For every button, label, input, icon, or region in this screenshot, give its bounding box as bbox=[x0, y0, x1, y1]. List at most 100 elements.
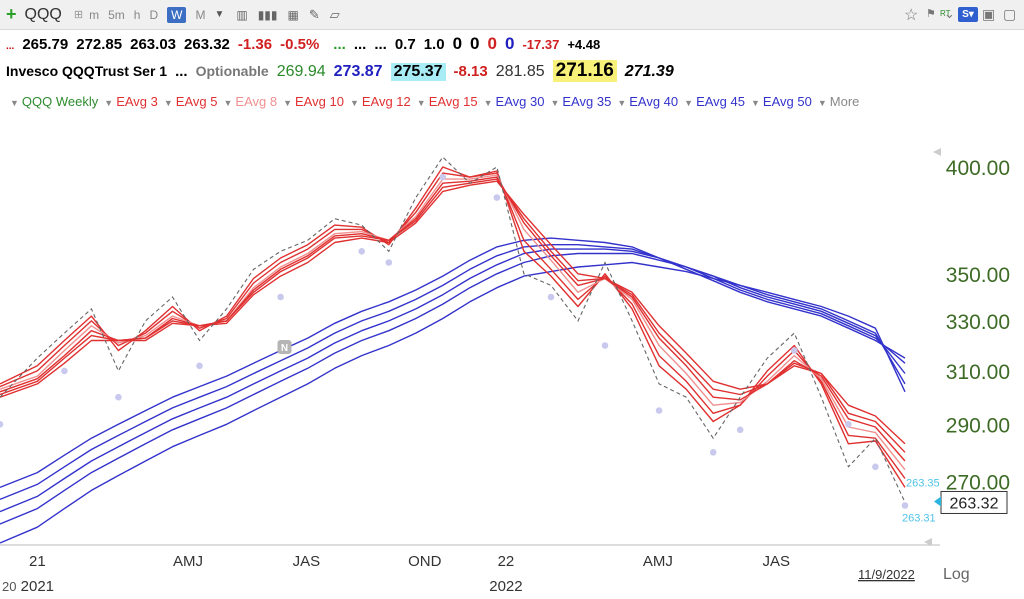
low-dot bbox=[872, 463, 879, 471]
low-dot bbox=[61, 367, 68, 375]
chart-type-icon[interactable]: ▥ bbox=[236, 7, 248, 22]
price-chart[interactable]: 400.00 350.00 330.00 310.00 290.00 270.00 21 A… bbox=[0, 118, 1024, 599]
save-icon[interactable]: ▣ bbox=[982, 6, 996, 22]
quote-f4: -8.13 bbox=[453, 63, 488, 80]
settings-badge-icon[interactable]: S▾ bbox=[958, 7, 978, 22]
legend-item-2[interactable]: ▼ EAvg 5 bbox=[164, 94, 218, 109]
interval-h[interactable]: h bbox=[133, 7, 141, 22]
legend-dropdown-icon[interactable]: ▼ bbox=[483, 97, 493, 108]
legend-dropdown-icon[interactable]: ▼ bbox=[550, 97, 560, 108]
low-dot bbox=[277, 293, 284, 301]
series-line-3 bbox=[0, 176, 906, 462]
legend-label: EAvg 10 bbox=[295, 93, 344, 109]
dropdown-arrow-icon[interactable]: ▼ bbox=[214, 9, 225, 20]
quote-v7: -17.37 bbox=[522, 37, 560, 52]
low-dot bbox=[439, 173, 447, 181]
legend-item-9[interactable]: ▼ EAvg 40 bbox=[617, 94, 678, 109]
quote-v2: 1.0 bbox=[423, 36, 445, 53]
legend-label: EAvg 5 bbox=[175, 93, 218, 109]
low-dot bbox=[655, 407, 663, 414]
legend-item-10[interactable]: ▼ EAvg 45 bbox=[684, 94, 745, 109]
legend-dropdown-icon[interactable]: ▼ bbox=[684, 97, 694, 108]
quote-change: -1.36 bbox=[237, 36, 273, 53]
interval-d[interactable]: D bbox=[149, 7, 159, 22]
interval-w[interactable]: W bbox=[167, 6, 187, 23]
bar-chart-icon[interactable]: ▮▮▮ bbox=[257, 7, 278, 22]
x-tick-label: AMJ bbox=[643, 553, 673, 570]
low-dot bbox=[791, 347, 798, 354]
legend-label: EAvg 35 bbox=[562, 93, 612, 109]
series-line-6 bbox=[0, 237, 906, 489]
quote-dots-4: ... bbox=[374, 36, 387, 53]
y-tick-label: 270.00 bbox=[946, 471, 1010, 494]
eraser-icon[interactable]: ▱ bbox=[329, 6, 340, 22]
low-dot bbox=[385, 259, 393, 266]
series-line-5 bbox=[0, 180, 906, 445]
event-marker-bg bbox=[277, 340, 292, 354]
interval-m[interactable]: m bbox=[89, 7, 100, 22]
grid-icon[interactable]: ⊞ bbox=[73, 9, 84, 21]
security-name: Invesco QQQTrust Ser 1 bbox=[6, 63, 168, 79]
legend-dropdown-icon[interactable]: ▼ bbox=[349, 97, 359, 108]
window-icon[interactable]: ▢ bbox=[1003, 6, 1017, 22]
legend-item-7[interactable]: ▼ EAvg 30 bbox=[484, 94, 545, 109]
side-label-high: 263.35 bbox=[906, 477, 940, 489]
legend-dropdown-icon[interactable]: ▼ bbox=[817, 97, 827, 108]
legend-item-6[interactable]: ▼ EAvg 15 bbox=[417, 94, 478, 109]
x-tick-label: JAS bbox=[763, 553, 791, 570]
legend-item-5[interactable]: ▼ EAvg 12 bbox=[350, 94, 411, 109]
legend-dropdown-icon[interactable]: ▼ bbox=[223, 97, 233, 108]
series-line-8 bbox=[0, 248, 906, 513]
legend-dropdown-icon[interactable]: ▼ bbox=[416, 97, 426, 108]
symbol-input[interactable]: QQQ bbox=[24, 5, 62, 23]
log-scale-label: Log bbox=[943, 566, 970, 583]
legend-dropdown-icon[interactable]: ▼ bbox=[283, 97, 293, 108]
quote-row-2: Invesco QQQTrust Ser 1 ... Optionable 26… bbox=[0, 60, 682, 84]
legend-label: EAvg 45 bbox=[696, 93, 745, 109]
pencil-icon[interactable]: ✎ bbox=[308, 6, 320, 22]
quote-high: 272.85 bbox=[76, 36, 123, 53]
left-edge-label: 20 bbox=[2, 579, 16, 594]
legend-item-4[interactable]: ▼ EAvg 10 bbox=[283, 94, 344, 109]
legend-dropdown-icon[interactable]: ▼ bbox=[104, 97, 114, 108]
y-tick-label: 310.00 bbox=[946, 361, 1010, 384]
legend-label: EAvg 8 bbox=[235, 93, 278, 109]
legend-item-11[interactable]: ▼ EAvg 50 bbox=[751, 94, 812, 109]
quote-f5: 281.85 bbox=[495, 63, 545, 80]
legend-item-1[interactable]: ▼ EAvg 3 bbox=[104, 94, 158, 109]
series-line-4 bbox=[0, 178, 906, 453]
series-line-10 bbox=[0, 261, 906, 544]
date-label: 11/9/2022 bbox=[858, 567, 915, 582]
quote-close: 263.32 bbox=[184, 36, 230, 53]
table-icon[interactable]: ▦ bbox=[287, 7, 299, 22]
legend-label: EAvg 40 bbox=[629, 93, 679, 109]
price-line bbox=[0, 156, 906, 503]
interval-5m[interactable]: 5m bbox=[108, 7, 125, 22]
rt-badge: RT bbox=[940, 9, 951, 18]
legend-dropdown-icon[interactable]: ▼ bbox=[10, 97, 19, 108]
legend-dropdown-icon[interactable]: ▼ bbox=[751, 97, 760, 108]
legend-item-3[interactable]: ▼ EAvg 8 bbox=[223, 94, 277, 109]
more-label: More bbox=[829, 93, 860, 109]
quote-open: 265.79 bbox=[22, 36, 69, 53]
legend-item-0[interactable]: ▼ QQQ Weekly bbox=[10, 94, 98, 109]
flag-icon[interactable]: ⚑ bbox=[926, 8, 936, 20]
legend-label: EAvg 3 bbox=[116, 93, 158, 109]
short-term-averages bbox=[0, 166, 906, 488]
legend-more[interactable]: ▼ More bbox=[818, 94, 860, 109]
quote-v6: 0 bbox=[504, 34, 515, 53]
legend-label: EAvg 15 bbox=[428, 93, 478, 109]
quote-dots-3: ... bbox=[353, 36, 367, 53]
legend-dropdown-icon[interactable]: ▼ bbox=[163, 97, 173, 108]
plus-icon[interactable]: + bbox=[6, 4, 17, 24]
low-dot bbox=[601, 342, 609, 349]
legend-dropdown-icon[interactable]: ▼ bbox=[617, 97, 627, 108]
x-tick-label: 21 bbox=[29, 553, 46, 570]
legend-item-8[interactable]: ▼ EAvg 35 bbox=[550, 94, 611, 109]
filter-icon[interactable]: ⌄ bbox=[944, 6, 955, 21]
series-line-9 bbox=[0, 252, 906, 525]
star-icon[interactable]: ☆ bbox=[904, 7, 919, 24]
y-tick-label: 290.00 bbox=[946, 414, 1010, 437]
interval-mo[interactable]: M bbox=[195, 7, 206, 22]
legend-label: EAvg 12 bbox=[361, 93, 411, 109]
